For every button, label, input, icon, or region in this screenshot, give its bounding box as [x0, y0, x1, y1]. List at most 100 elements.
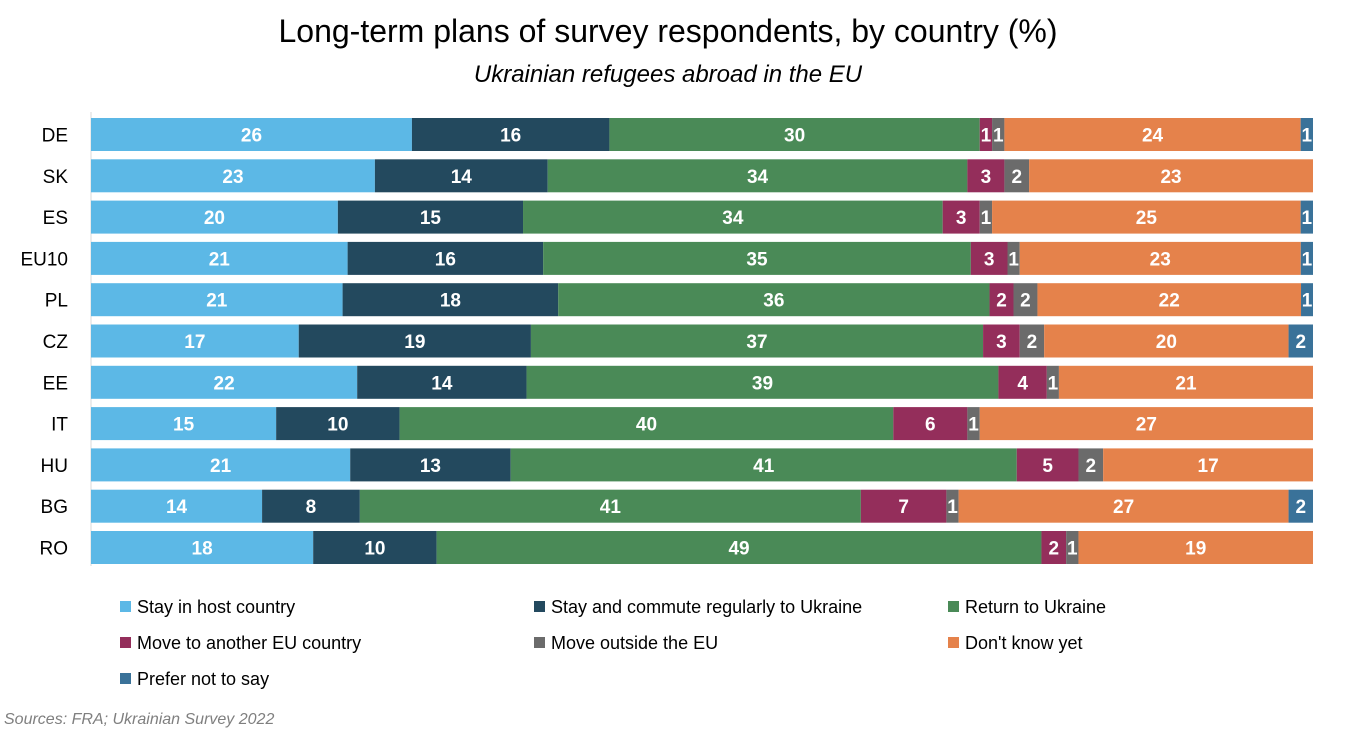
- data-label-hu-move-outside-the-eu: 2: [1086, 456, 1097, 477]
- data-label-cz-move-to-another-eu-country: 3: [996, 332, 1007, 353]
- data-label-sk-return-to-ukraine: 34: [747, 167, 769, 188]
- bar-segment-es-return-to-ukraine: [523, 200, 943, 234]
- bar-segment-sk-don-t-know-yet: [1029, 159, 1313, 193]
- bar-segment-ee-don-t-know-yet: [1058, 365, 1313, 399]
- bar-segment-bg-return-to-ukraine: [359, 489, 861, 523]
- data-label-de-return-to-ukraine: 30: [784, 126, 805, 147]
- bar-segment-hu-move-outside-the-eu: [1078, 448, 1104, 482]
- bar-segment-bg-don-t-know-yet: [958, 489, 1289, 523]
- category-label-ro: RO: [40, 539, 69, 560]
- legend-label-return-to-ukraine: Return to Ukraine: [965, 597, 1106, 617]
- category-label-cz: CZ: [43, 332, 69, 353]
- data-label-it-move-outside-the-eu: 1: [968, 415, 979, 436]
- data-label-hu-stay-in-host-country: 21: [210, 456, 232, 477]
- chart-subtitle: Ukrainian refugees abroad in the EU: [474, 61, 863, 88]
- category-label-de: DE: [42, 126, 68, 147]
- bar-segment-cz-return-to-ukraine: [530, 324, 984, 358]
- bar-segment-es-stay-in-host-country: [91, 200, 338, 234]
- bar-segment-hu-move-to-another-eu-country: [1016, 448, 1079, 482]
- data-label-sk-move-outside-the-eu: 2: [1011, 167, 1022, 188]
- bar-segment-pl-move-to-another-eu-country: [989, 283, 1014, 317]
- bar-segment-ro-stay-and-commute-regularly-to-ukraine: [313, 531, 437, 564]
- data-label-hu-return-to-ukraine: 41: [753, 456, 775, 477]
- data-label-de-stay-in-host-country: 26: [241, 126, 262, 147]
- data-label-ee-don-t-know-yet: 21: [1175, 373, 1197, 394]
- data-label-cz-return-to-ukraine: 37: [746, 332, 767, 353]
- data-label-hu-don-t-know-yet: 17: [1198, 456, 1219, 477]
- data-label-eu10-return-to-ukraine: 35: [746, 249, 768, 270]
- category-label-hu: HU: [41, 456, 68, 477]
- bar-segment-hu-stay-in-host-country: [91, 448, 351, 482]
- data-label-it-don-t-know-yet: 27: [1136, 415, 1157, 436]
- bar-segment-bg-stay-and-commute-regularly-to-ukraine: [262, 489, 360, 523]
- legend-swatch-prefer-not-to-say: [120, 673, 131, 684]
- bar-segment-eu10-move-outside-the-eu: [1007, 241, 1020, 275]
- data-label-cz-stay-and-commute-regularly-to-ukraine: 19: [404, 332, 425, 353]
- data-label-it-stay-and-commute-regularly-to-ukraine: 10: [327, 415, 348, 436]
- data-label-it-move-to-another-eu-country: 6: [925, 415, 936, 436]
- data-label-ee-move-to-another-eu-country: 4: [1017, 373, 1028, 394]
- bar-segment-pl-return-to-ukraine: [558, 283, 990, 317]
- data-label-bg-move-to-another-eu-country: 7: [898, 497, 909, 518]
- bar-segment-cz-move-outside-the-eu: [1019, 324, 1045, 358]
- bar-segment-ee-move-to-another-eu-country: [998, 365, 1047, 399]
- category-label-ee: EE: [43, 373, 68, 394]
- legend-label-move-outside-the-eu: Move outside the EU: [551, 633, 718, 653]
- bar-segment-eu10-stay-in-host-country: [91, 241, 348, 275]
- legend-swatch-return-to-ukraine: [948, 601, 959, 612]
- data-label-de-move-outside-the-eu: 1: [993, 126, 1004, 147]
- bar-segment-it-stay-and-commute-regularly-to-ukraine: [276, 407, 400, 441]
- bar-segment-hu-don-t-know-yet: [1103, 448, 1313, 482]
- data-label-ro-move-to-another-eu-country: 2: [1049, 539, 1060, 560]
- bar-segment-sk-move-to-another-eu-country: [967, 159, 1005, 193]
- bar-segment-es-move-to-another-eu-country: [942, 200, 980, 234]
- data-label-es-don-t-know-yet: 25: [1136, 208, 1158, 229]
- category-label-it: IT: [51, 415, 68, 436]
- bar-segment-cz-don-t-know-yet: [1044, 324, 1289, 358]
- data-label-bg-prefer-not-to-say: 2: [1295, 497, 1306, 518]
- bar-segment-it-don-t-know-yet: [979, 407, 1313, 441]
- data-label-sk-stay-and-commute-regularly-to-ukraine: 14: [451, 167, 473, 188]
- bar-segment-it-return-to-ukraine: [399, 407, 894, 441]
- bar-segment-ee-stay-and-commute-regularly-to-ukraine: [357, 365, 527, 399]
- data-label-de-prefer-not-to-say: 1: [1302, 126, 1313, 147]
- category-label-bg: BG: [41, 497, 68, 518]
- bar-segment-bg-move-outside-the-eu: [946, 489, 959, 523]
- data-label-ro-stay-in-host-country: 18: [192, 539, 213, 560]
- bar-segment-ro-return-to-ukraine: [436, 531, 1042, 564]
- bar-segment-bg-move-to-another-eu-country: [860, 489, 947, 523]
- legend-label-don-t-know-yet: Don't know yet: [965, 633, 1083, 653]
- bar-segment-cz-stay-in-host-country: [91, 324, 299, 358]
- data-label-ro-move-outside-the-eu: 1: [1067, 539, 1078, 560]
- data-label-pl-don-t-know-yet: 22: [1159, 291, 1180, 312]
- bar-segment-eu10-return-to-ukraine: [543, 241, 971, 275]
- data-label-eu10-stay-in-host-country: 21: [209, 249, 231, 270]
- bar-segment-de-stay-in-host-country: [91, 118, 412, 151]
- category-label-eu10: EU10: [20, 249, 68, 270]
- bar-segment-ee-stay-in-host-country: [91, 365, 358, 399]
- category-label-pl: PL: [45, 291, 68, 312]
- data-label-bg-return-to-ukraine: 41: [600, 497, 622, 518]
- bar-segment-es-stay-and-commute-regularly-to-ukraine: [337, 200, 524, 234]
- data-label-ee-return-to-ukraine: 39: [752, 373, 773, 394]
- data-label-ro-stay-and-commute-regularly-to-ukraine: 10: [364, 539, 385, 560]
- data-label-pl-stay-in-host-country: 21: [206, 291, 228, 312]
- bar-segment-sk-return-to-ukraine: [547, 159, 968, 193]
- legend-swatch-move-to-another-eu-country: [120, 637, 131, 648]
- data-label-de-don-t-know-yet: 24: [1142, 126, 1164, 147]
- bar-segment-es-don-t-know-yet: [992, 200, 1301, 234]
- bar-segment-de-move-to-another-eu-country: [979, 118, 993, 151]
- data-label-es-stay-and-commute-regularly-to-ukraine: 15: [420, 208, 442, 229]
- data-label-eu10-move-outside-the-eu: 1: [1008, 249, 1019, 270]
- data-label-cz-prefer-not-to-say: 2: [1295, 332, 1306, 353]
- bar-segment-ee-move-outside-the-eu: [1046, 365, 1059, 399]
- data-label-sk-stay-in-host-country: 23: [222, 167, 243, 188]
- data-label-eu10-prefer-not-to-say: 1: [1302, 249, 1313, 270]
- data-label-bg-move-outside-the-eu: 1: [947, 497, 958, 518]
- data-label-sk-don-t-know-yet: 23: [1160, 167, 1181, 188]
- data-label-pl-prefer-not-to-say: 1: [1302, 291, 1313, 312]
- data-label-pl-stay-and-commute-regularly-to-ukraine: 18: [440, 291, 461, 312]
- data-label-es-return-to-ukraine: 34: [722, 208, 744, 229]
- bar-segment-pl-stay-and-commute-regularly-to-ukraine: [342, 283, 559, 317]
